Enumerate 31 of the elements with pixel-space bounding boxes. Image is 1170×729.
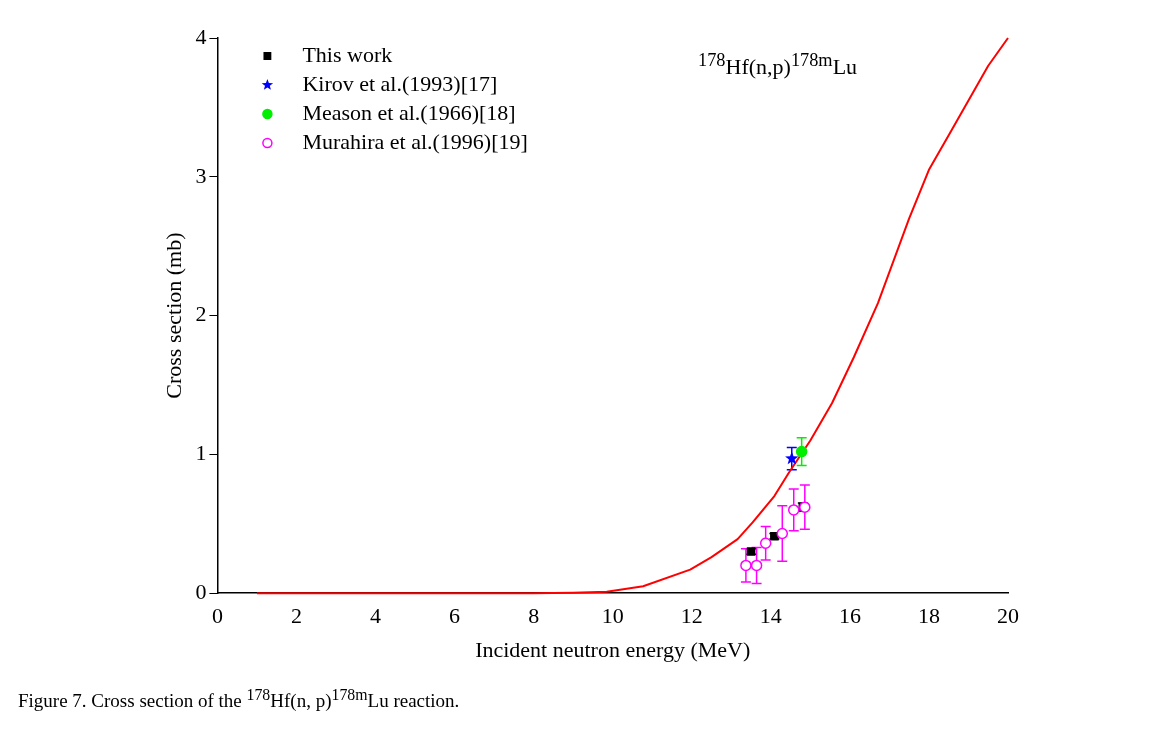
x-tick-label: 20 <box>997 603 1019 629</box>
x-tick-label: 6 <box>449 603 461 629</box>
x-tick-label: 16 <box>838 603 861 629</box>
y-axis-title: Cross section (mb) <box>160 232 186 399</box>
x-axis-title: Incident neutron energy (MeV) <box>475 636 751 662</box>
x-tick-label: 2 <box>290 603 302 629</box>
annotation: $^{178}$Hf(n,p)$^{178m}$Lu <box>698 50 858 81</box>
y-tick-label: 0 <box>195 578 207 604</box>
x-tick-label: 4 <box>370 603 382 629</box>
x-tick-label: 8 <box>528 603 540 629</box>
legend-label: This work <box>302 41 393 67</box>
legend-label: Murahira et al.(1996)[19] <box>302 128 528 154</box>
x-tick-label: 10 <box>601 603 624 629</box>
y-tick-label: 2 <box>195 301 207 327</box>
point <box>795 445 808 458</box>
y-tick-label: 3 <box>195 162 207 188</box>
caption: Figure 7. Cross section of the $^{178}$Hf(n, p)$^{178m}$Lu reaction. <box>18 686 461 713</box>
legend-label: Meason et al.(1966)[18] <box>302 99 516 125</box>
point <box>788 504 800 516</box>
y-tick-label: 1 <box>195 440 207 466</box>
x-tick-label: 18 <box>917 603 940 629</box>
x-tick-label: 14 <box>759 603 782 629</box>
legend-label: Kirov et al.(1993)[17] <box>302 70 498 96</box>
x-tick-label: 0 <box>211 603 223 629</box>
x-tick-label: 12 <box>680 603 703 629</box>
point <box>750 559 763 572</box>
y-tick-label: 4 <box>195 23 207 49</box>
point <box>740 559 752 572</box>
point <box>785 451 799 465</box>
point <box>776 527 789 540</box>
point <box>759 537 772 549</box>
